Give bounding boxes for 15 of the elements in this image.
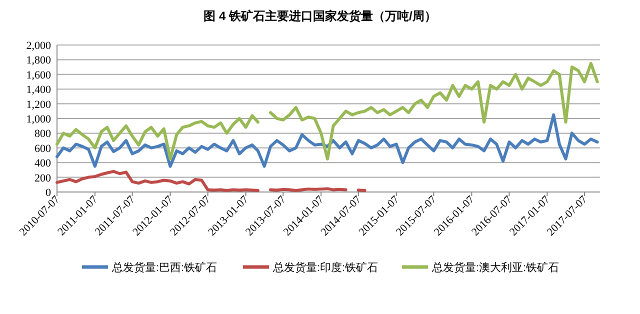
chart-title: 图 4 铁矿石主要进口国家发货量（万吨/周） (204, 9, 436, 23)
y-tick-label: 0 (46, 187, 52, 199)
y-tick-label: 200 (34, 172, 52, 184)
y-tick-label: 1,400 (26, 84, 52, 96)
y-tick-label: 1,200 (26, 98, 52, 111)
legend-label: 总发货量:印度:铁矿石 (272, 261, 378, 274)
y-tick-label: 2,000 (26, 40, 52, 52)
y-tick-label: 1,800 (26, 54, 52, 67)
y-tick-label: 800 (34, 128, 52, 140)
y-tick-label: 1,000 (26, 114, 52, 126)
y-tick-label: 1,600 (26, 69, 52, 82)
y-tick-label: 400 (34, 158, 52, 170)
y-tick-label: 600 (34, 142, 52, 155)
legend-label: 总发货量:巴西:铁矿石 (111, 261, 218, 274)
legend-label: 总发货量:澳大利亚:铁矿石 (431, 261, 560, 274)
